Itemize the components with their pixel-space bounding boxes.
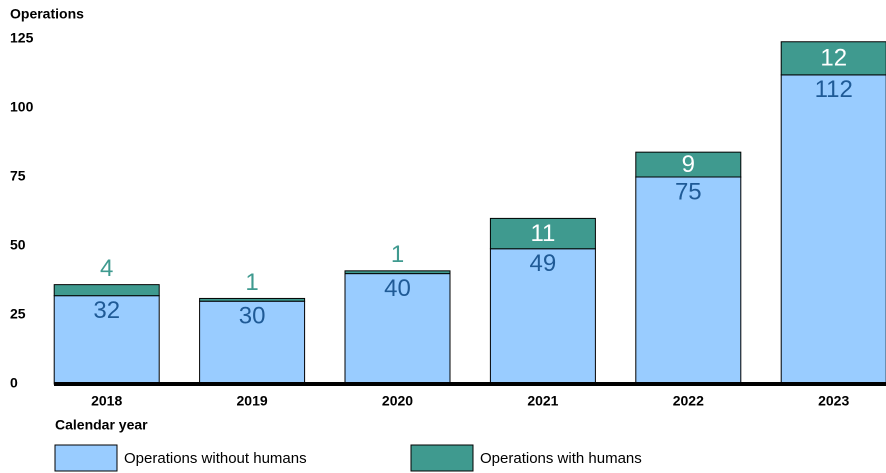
value-label: 49 bbox=[530, 250, 557, 277]
value-label: 12 bbox=[820, 45, 847, 72]
bar-segment bbox=[199, 300, 306, 385]
x-axis-title: Calendar year bbox=[55, 417, 148, 433]
x-tick-label: 2018 bbox=[91, 393, 122, 409]
legend-label: Operations without humans bbox=[124, 450, 307, 467]
bar-segment bbox=[489, 217, 596, 250]
y-tick-label: 75 bbox=[10, 168, 26, 184]
value-label: 11 bbox=[530, 220, 555, 247]
y-tick-label: 0 bbox=[10, 375, 18, 391]
value-label: 40 bbox=[384, 275, 411, 302]
legend-label: Operations with humans bbox=[480, 450, 642, 467]
value-label: 32 bbox=[93, 297, 120, 324]
x-tick-label: 2023 bbox=[818, 393, 849, 409]
x-tick-label: 2019 bbox=[237, 393, 268, 409]
value-label: 30 bbox=[239, 303, 266, 330]
value-label: 75 bbox=[675, 178, 702, 205]
bar-segment bbox=[53, 284, 160, 297]
x-tick-label: 2022 bbox=[673, 393, 704, 409]
y-tick-label: 125 bbox=[10, 30, 34, 46]
x-tick-label: 2021 bbox=[527, 393, 558, 409]
legend-swatch bbox=[410, 444, 474, 472]
legend-swatch bbox=[54, 444, 118, 472]
y-tick-label: 50 bbox=[10, 237, 26, 253]
bar-segment bbox=[780, 41, 886, 76]
bar-segment bbox=[489, 248, 596, 385]
value-label: 1 bbox=[245, 269, 258, 296]
bar-segment bbox=[635, 176, 742, 385]
x-tick-label: 2020 bbox=[382, 393, 413, 409]
value-label: 112 bbox=[815, 76, 853, 103]
y-tick-label: 100 bbox=[10, 99, 34, 115]
value-label: 4 bbox=[100, 255, 113, 282]
bar-segment bbox=[53, 295, 160, 385]
y-tick-label: 25 bbox=[10, 306, 26, 322]
bar-segment bbox=[199, 297, 306, 302]
value-label: 9 bbox=[682, 151, 695, 178]
value-label: 1 bbox=[391, 241, 404, 268]
bar-segment bbox=[344, 270, 451, 275]
bar-segment bbox=[635, 151, 742, 178]
y-axis-title: Operations bbox=[10, 6, 84, 22]
bar-segment bbox=[780, 74, 886, 385]
